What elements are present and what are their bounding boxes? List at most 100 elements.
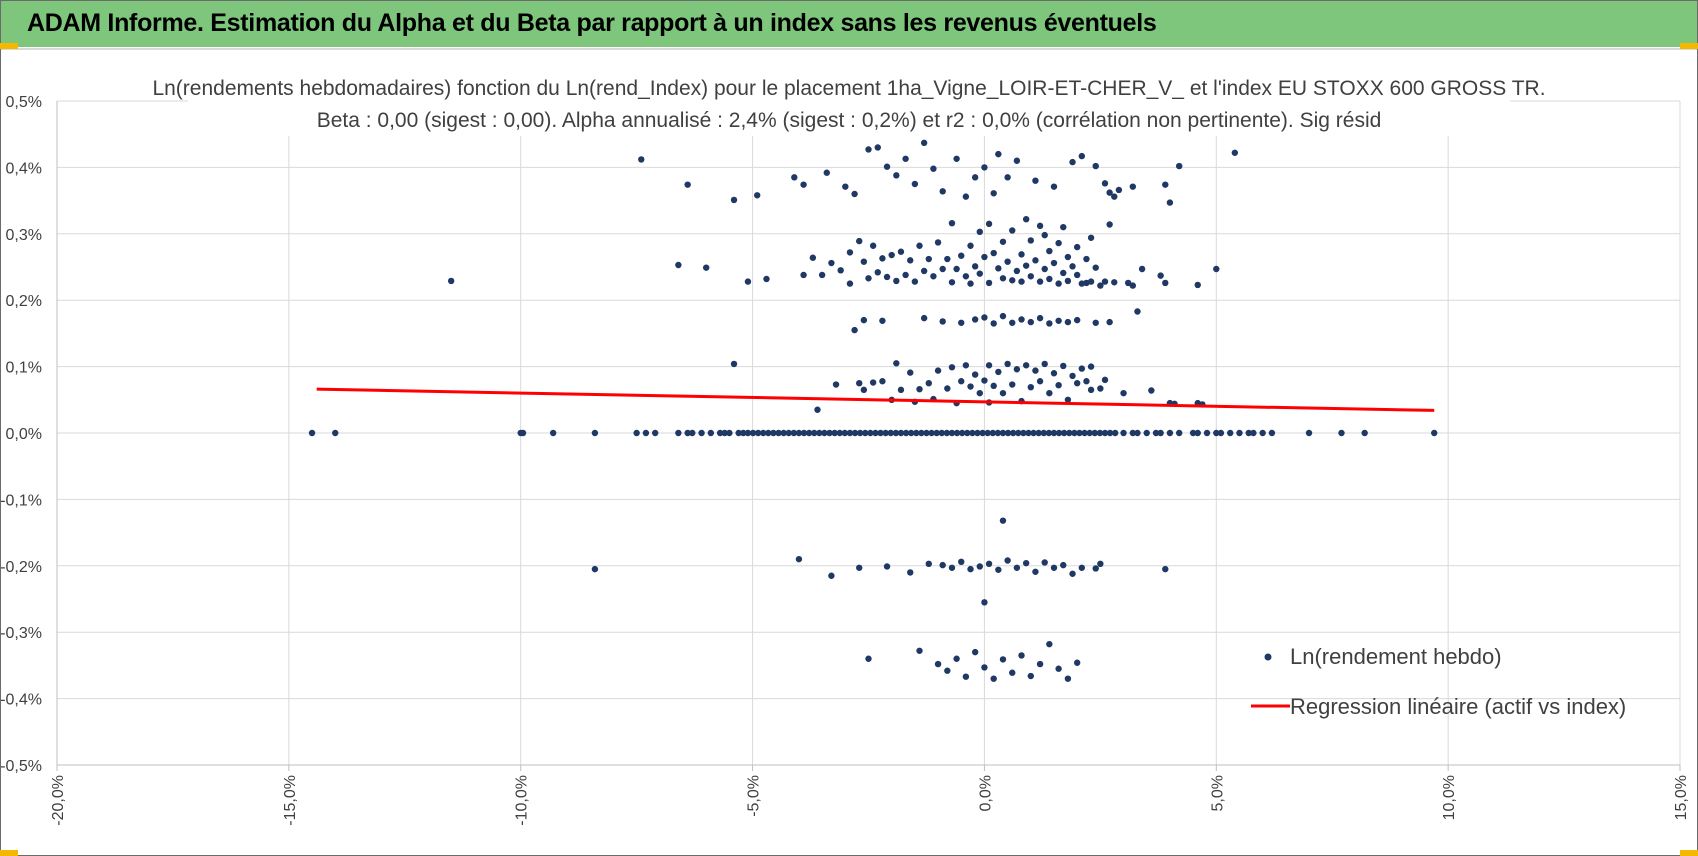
- data-point: [892, 429, 900, 437]
- data-point: [893, 172, 900, 179]
- y-tick-label: -0,4%: [0, 692, 42, 709]
- data-point: [981, 253, 988, 261]
- data-point: [698, 429, 705, 437]
- data-point: [971, 316, 979, 323]
- data-point: [790, 429, 798, 437]
- data-point: [1157, 429, 1164, 437]
- y-tick-label: 0,5%: [6, 94, 42, 111]
- data-point: [999, 275, 1007, 282]
- data-point: [856, 380, 863, 387]
- data-point: [1078, 152, 1086, 160]
- data-point: [862, 429, 869, 437]
- data-point: [447, 277, 455, 285]
- data-point: [846, 249, 854, 256]
- data-point: [925, 380, 932, 387]
- data-point: [846, 429, 854, 437]
- data-point: [1097, 385, 1104, 392]
- x-tick-label: -10,0%: [514, 775, 531, 826]
- data-point: [1129, 282, 1137, 289]
- data-point: [985, 279, 993, 287]
- data-point: [962, 273, 970, 280]
- data-point: [897, 386, 905, 394]
- data-point: [1018, 251, 1025, 258]
- data-point: [1041, 559, 1048, 566]
- data-point: [1060, 429, 1068, 437]
- data-point: [828, 259, 835, 267]
- data-point: [1060, 561, 1067, 569]
- data-point: [989, 429, 996, 437]
- data-point: [1064, 277, 1072, 285]
- data-point: [944, 385, 951, 392]
- data-point: [867, 429, 874, 437]
- data-point: [1087, 278, 1095, 285]
- data-point: [994, 429, 1002, 437]
- data-point: [958, 429, 966, 437]
- data-point: [1018, 316, 1025, 323]
- data-point: [675, 429, 682, 437]
- data-point: [953, 265, 960, 273]
- data-point: [1213, 429, 1220, 437]
- data-point: [1078, 365, 1086, 372]
- data-point: [979, 429, 986, 437]
- data-point: [1036, 660, 1044, 668]
- data-point: [1203, 429, 1211, 437]
- data-point: [971, 648, 979, 656]
- data-point: [1083, 255, 1090, 263]
- data-point: [800, 429, 808, 437]
- data-point: [1129, 429, 1137, 437]
- data-point: [1013, 267, 1021, 275]
- data-point: [939, 265, 946, 273]
- y-tick-label: 0,1%: [6, 360, 42, 377]
- data-point: [967, 242, 974, 249]
- data-point: [1009, 669, 1016, 676]
- data-point: [967, 280, 974, 287]
- data-point: [1046, 247, 1053, 255]
- data-point: [981, 314, 988, 321]
- data-point: [730, 196, 738, 204]
- data-point: [1060, 269, 1067, 277]
- data-point: [1030, 429, 1037, 437]
- data-point: [920, 314, 928, 322]
- data-point: [990, 675, 997, 682]
- data-point: [1069, 372, 1076, 380]
- data-point: [1162, 279, 1169, 287]
- data-point: [1041, 231, 1048, 239]
- data-point: [902, 429, 910, 437]
- data-point: [877, 429, 884, 437]
- data-point: [651, 429, 659, 437]
- data-point: [1069, 263, 1076, 270]
- data-point: [1092, 565, 1099, 572]
- data-point: [791, 174, 798, 181]
- data-point: [999, 517, 1007, 524]
- data-point: [869, 242, 877, 249]
- data-point: [1106, 318, 1113, 326]
- report-header: ADAM Informe. Estimation du Alpha et du …: [1, 1, 1697, 47]
- data-point: [1027, 672, 1035, 680]
- data-point: [1073, 243, 1081, 251]
- data-point: [916, 385, 923, 393]
- data-point: [897, 429, 905, 437]
- data-point: [971, 174, 979, 181]
- data-point: [981, 164, 988, 171]
- data-point: [851, 326, 858, 334]
- data-point: [938, 429, 945, 437]
- data-point: [893, 360, 900, 367]
- data-point: [1004, 174, 1011, 181]
- data-point: [1032, 257, 1039, 264]
- data-point: [1124, 279, 1132, 287]
- data-point: [703, 264, 710, 271]
- data-point: [911, 180, 919, 188]
- data-point: [1046, 640, 1053, 648]
- data-point: [1055, 239, 1062, 247]
- corner-marker-bottom-right: [1680, 850, 1698, 856]
- data-point: [1027, 273, 1035, 280]
- data-point: [985, 560, 993, 568]
- chart-title-line-2: Beta : 0,00 (sigest : 0,00). Alpha annua…: [317, 109, 1382, 132]
- data-point: [1022, 559, 1030, 567]
- data-point: [944, 255, 951, 263]
- legend-marker-points: [1264, 653, 1272, 661]
- data-point: [811, 429, 818, 437]
- data-point: [1361, 429, 1368, 437]
- data-point: [916, 242, 923, 249]
- data-point: [1064, 318, 1072, 326]
